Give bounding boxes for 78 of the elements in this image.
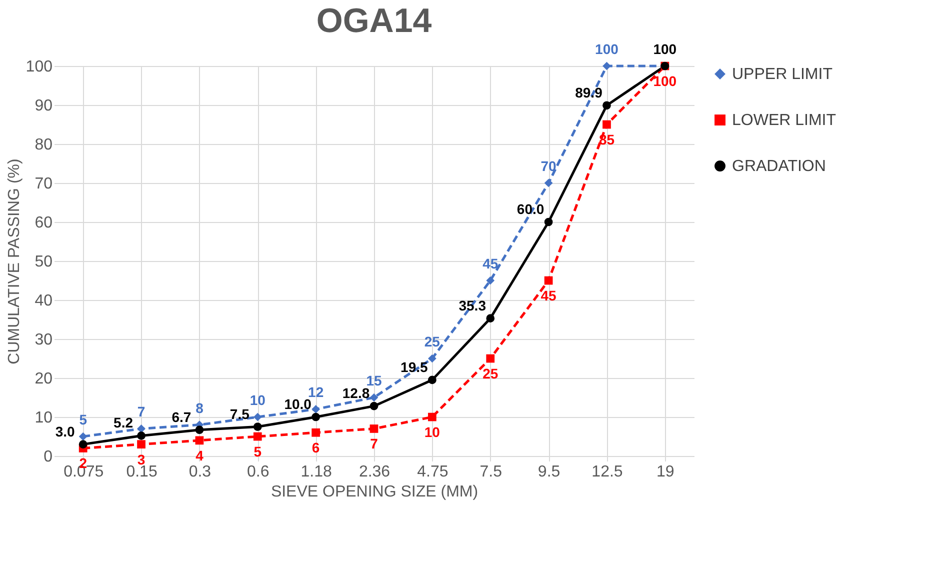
point (602, 120, 611, 129)
point (195, 436, 204, 445)
point (544, 218, 553, 226)
point (428, 412, 436, 422)
y-tick-label: 60 (34, 214, 53, 232)
point (370, 393, 378, 402)
y-tick-label: 40 (34, 292, 53, 310)
data-label: 8 (196, 400, 204, 416)
point (312, 412, 320, 422)
x-tick-label: 2.36 (358, 464, 390, 480)
point (370, 424, 378, 433)
data-label: 6 (312, 440, 320, 456)
data-label: 7.5 (230, 406, 250, 422)
y-tick-label: 30 (34, 332, 53, 348)
legend-label: UPPER LIMIT (732, 66, 833, 83)
y-tick-label: 50 (34, 254, 53, 270)
point (370, 402, 378, 410)
chart-title: OGA14 (316, 2, 432, 40)
x-tick-label: 4.75 (417, 464, 448, 480)
point (137, 432, 146, 440)
data-label: 10 (250, 392, 266, 408)
data-label: 4 (196, 447, 204, 464)
x-tick-label: 0.6 (247, 464, 270, 480)
data-label: 100 (595, 41, 619, 57)
data-label: 10 (424, 424, 440, 440)
data-label: 25 (424, 334, 440, 350)
x-tick-label: 12.5 (592, 464, 623, 480)
point (602, 101, 611, 110)
point (253, 432, 262, 441)
x-tick-label: 19 (656, 464, 674, 480)
point (544, 276, 553, 285)
point (137, 424, 146, 433)
point (428, 376, 436, 384)
data-label: 45 (482, 256, 498, 272)
data-label: 5 (254, 444, 262, 460)
data-label: 35.3 (458, 297, 486, 314)
data-label: 7 (137, 404, 146, 420)
data-label: 100 (653, 73, 677, 89)
point (253, 412, 262, 422)
point (195, 426, 204, 434)
point (137, 440, 146, 448)
x-tick-label: 1.18 (300, 464, 332, 480)
point (602, 62, 611, 70)
legend-label: GRADATION (732, 158, 826, 175)
y-axis-title: CUMULATIVE PASSING (%) (6, 158, 23, 364)
point (312, 405, 320, 414)
data-label: 70 (540, 158, 557, 174)
data-label: 25 (482, 366, 498, 382)
data-label: 6.7 (172, 408, 192, 425)
y-tick-label: 20 (34, 370, 53, 388)
x-tick-label: 0.3 (188, 464, 212, 480)
data-label: 60.0 (516, 201, 544, 217)
point (486, 314, 495, 323)
data-label: 45 (540, 288, 557, 304)
point (312, 428, 320, 437)
x-tick-label: 9.5 (538, 464, 560, 480)
point (544, 178, 553, 188)
point (253, 422, 262, 431)
point (428, 354, 436, 363)
y-tick-label: 70 (34, 176, 53, 192)
legend-label: LOWER LIMIT (732, 112, 836, 129)
point (486, 354, 495, 363)
data-label: 100 (653, 41, 677, 57)
x-tick-label: 7.5 (480, 464, 502, 480)
y-tick-label: 0 (44, 448, 53, 466)
y-tick-label: 10 (34, 410, 53, 426)
y-tick-label: 100 (26, 58, 53, 76)
data-label: 5.2 (114, 414, 134, 431)
data-label: 7 (370, 436, 378, 452)
point (486, 276, 495, 285)
y-tick-label: 80 (34, 136, 53, 154)
x-tick-label: 0.15 (126, 464, 158, 480)
data-label: 5 (79, 412, 88, 428)
y-tick-label: 90 (34, 98, 53, 114)
point (78, 432, 88, 441)
data-label: 3.0 (55, 423, 76, 440)
x-axis-title: SIEVE OPENING SIZE (MM) (270, 484, 478, 500)
point (78, 440, 88, 448)
